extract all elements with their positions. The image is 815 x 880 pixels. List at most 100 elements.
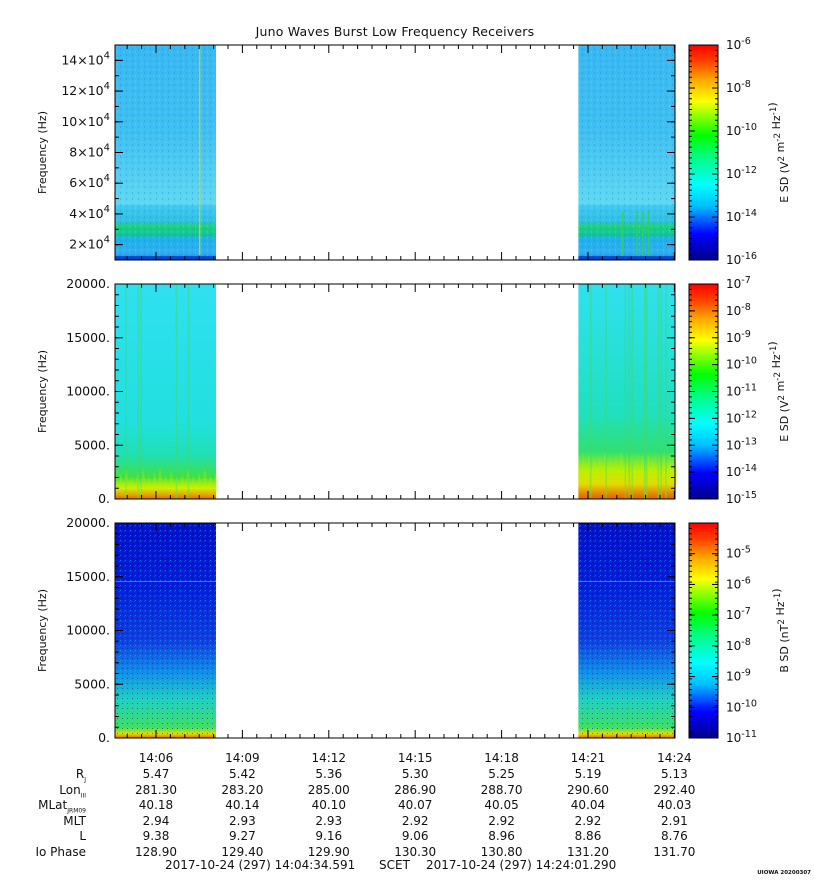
spectrogram-segment	[115, 284, 216, 499]
ephem-value: 8.96	[488, 829, 515, 843]
ephem-value: 292.40	[653, 782, 696, 797]
colorbar-tick-label: 10-14	[726, 208, 757, 224]
ephem-label-text: MLT	[63, 813, 86, 828]
y-tick-label: 12×104	[61, 81, 110, 98]
colorbar-tick-label: 10-12	[726, 165, 757, 181]
page-title: Juno Waves Burst Low Frequency Receivers	[255, 24, 535, 39]
burst-line	[642, 212, 644, 256]
x-tick-label: 14:12	[311, 751, 346, 765]
burst-line	[647, 212, 650, 256]
ephem-value: 288.70	[480, 782, 523, 797]
ephem-value: 2.93	[315, 813, 343, 828]
x-tick-label: 14:18	[484, 751, 519, 765]
ephem-value: 283.20	[221, 782, 264, 797]
colorbar-tick-label: 10-15	[726, 490, 757, 506]
ephem-value: 9.38	[142, 829, 170, 843]
burst-line	[645, 284, 648, 499]
colorbar-tick-label: 10-8	[726, 637, 751, 653]
colorbar-tick-label: 10-8	[726, 302, 751, 318]
colorbar-tick-label: 10-7	[726, 275, 751, 291]
colorbar	[688, 522, 719, 739]
ephem-value: 40.10	[311, 798, 346, 812]
y-tick-label: 0.	[98, 491, 110, 506]
ephem-value: 2.91	[661, 813, 688, 828]
low-freq-emission	[578, 449, 678, 499]
colorbar-tick-label: 10-10	[726, 122, 757, 138]
ephem-value: 128.90	[134, 844, 177, 859]
ephem-label: MLatJRM09	[6, 798, 86, 814]
colorbar-tick-label: 10-11	[726, 729, 757, 745]
ephem-label-subscript: J	[84, 776, 86, 784]
y-tick-label: 0.	[98, 730, 110, 745]
ephem-label-text: Io Phase	[35, 844, 86, 859]
burst-line	[140, 284, 142, 499]
colorbar-tick-label: 10-11	[726, 383, 757, 399]
y-tick-label: 8×104	[69, 143, 110, 160]
spectrogram-texture	[578, 45, 675, 260]
ephem-value: 5.30	[401, 767, 429, 781]
y-tick-label: 20000.	[66, 515, 110, 530]
burst-line	[660, 284, 662, 499]
ephem-value: 40.03	[657, 798, 692, 812]
ephem-value: 2.92	[574, 813, 602, 828]
ephem-value: 129.90	[307, 844, 350, 859]
y-tick-label: 15000.	[66, 569, 110, 584]
bottom-strip	[115, 256, 216, 260]
ephem-label: MLT	[6, 814, 86, 828]
ephem-value: 290.60	[566, 782, 609, 797]
ephem-value: 5.19	[574, 767, 602, 781]
ephem-value: 9.16	[315, 829, 343, 843]
ephem-value: 40.18	[138, 798, 174, 812]
y-tick-label: 5000.	[74, 676, 110, 691]
ephem-value: 8.76	[661, 829, 688, 843]
y-tick-label: 15000.	[66, 330, 110, 345]
ephem-value: 131.70	[653, 844, 696, 859]
colorbar-tick-label: 10-6	[726, 36, 751, 52]
spectrogram-texture	[115, 523, 216, 738]
time-frame: SCET	[379, 858, 410, 872]
colorbar-tick-label: 10-9	[726, 329, 751, 345]
y-tick-label: 20000.	[66, 276, 110, 291]
colorbar-label: B SD (nT2 Hz-1)	[770, 588, 791, 672]
y-tick-label: 14×104	[61, 50, 110, 67]
spectrogram-texture	[115, 45, 216, 260]
burst-line	[125, 284, 127, 499]
burst-line	[187, 284, 190, 499]
y-tick-label: 4×104	[69, 204, 110, 221]
ephem-value: 2.93	[229, 813, 256, 828]
colorbar-tick-label: 10-9	[726, 668, 751, 684]
burst-line	[643, 284, 646, 499]
ephem-value: 131.20	[566, 844, 609, 859]
colorbar-tick-label: 10-13	[726, 436, 757, 452]
ephem-value: 2.92	[488, 813, 515, 828]
colorbar-label: E SD (V2 m-2 Hz-1)	[766, 341, 791, 441]
ephem-value: 2.94	[142, 813, 170, 828]
ephem-value: 5.25	[488, 767, 515, 781]
burst-line	[137, 284, 139, 499]
y-tick-label: 10000.	[66, 384, 110, 399]
ephem-value: 130.80	[480, 844, 523, 859]
spectrogram-texture	[578, 523, 675, 738]
ephem-label-subscript: JRM09	[67, 807, 86, 815]
colorbar-tick-label: 10-6	[726, 575, 751, 591]
ephem-label-text: L	[79, 829, 86, 843]
colorbar-label: E SD (V2 m-2 Hz-1)	[766, 102, 791, 202]
low-freq-emission	[115, 467, 219, 499]
y-axis-label: Frequency (Hz)	[36, 111, 49, 194]
y-tick-label: 5000.	[74, 437, 110, 452]
colorbar-tick-label: 10-5	[726, 545, 751, 561]
ephem-value: 129.40	[221, 844, 264, 859]
ephem-value: 5.13	[661, 767, 688, 781]
colorbar-tick-label: 10-10	[726, 356, 757, 372]
burst-line	[175, 284, 178, 499]
line-feature	[115, 581, 216, 582]
colorbar-tick-label: 10-14	[726, 463, 757, 479]
burst-line	[628, 284, 631, 499]
ephem-label-text: R	[75, 767, 85, 781]
x-tick-label: 14:15	[398, 751, 433, 765]
ephem-label-text: MLat	[38, 798, 68, 812]
ephem-label: RJ	[6, 767, 86, 783]
ephem-value: 5.42	[229, 767, 256, 781]
burst-line	[198, 45, 201, 255]
